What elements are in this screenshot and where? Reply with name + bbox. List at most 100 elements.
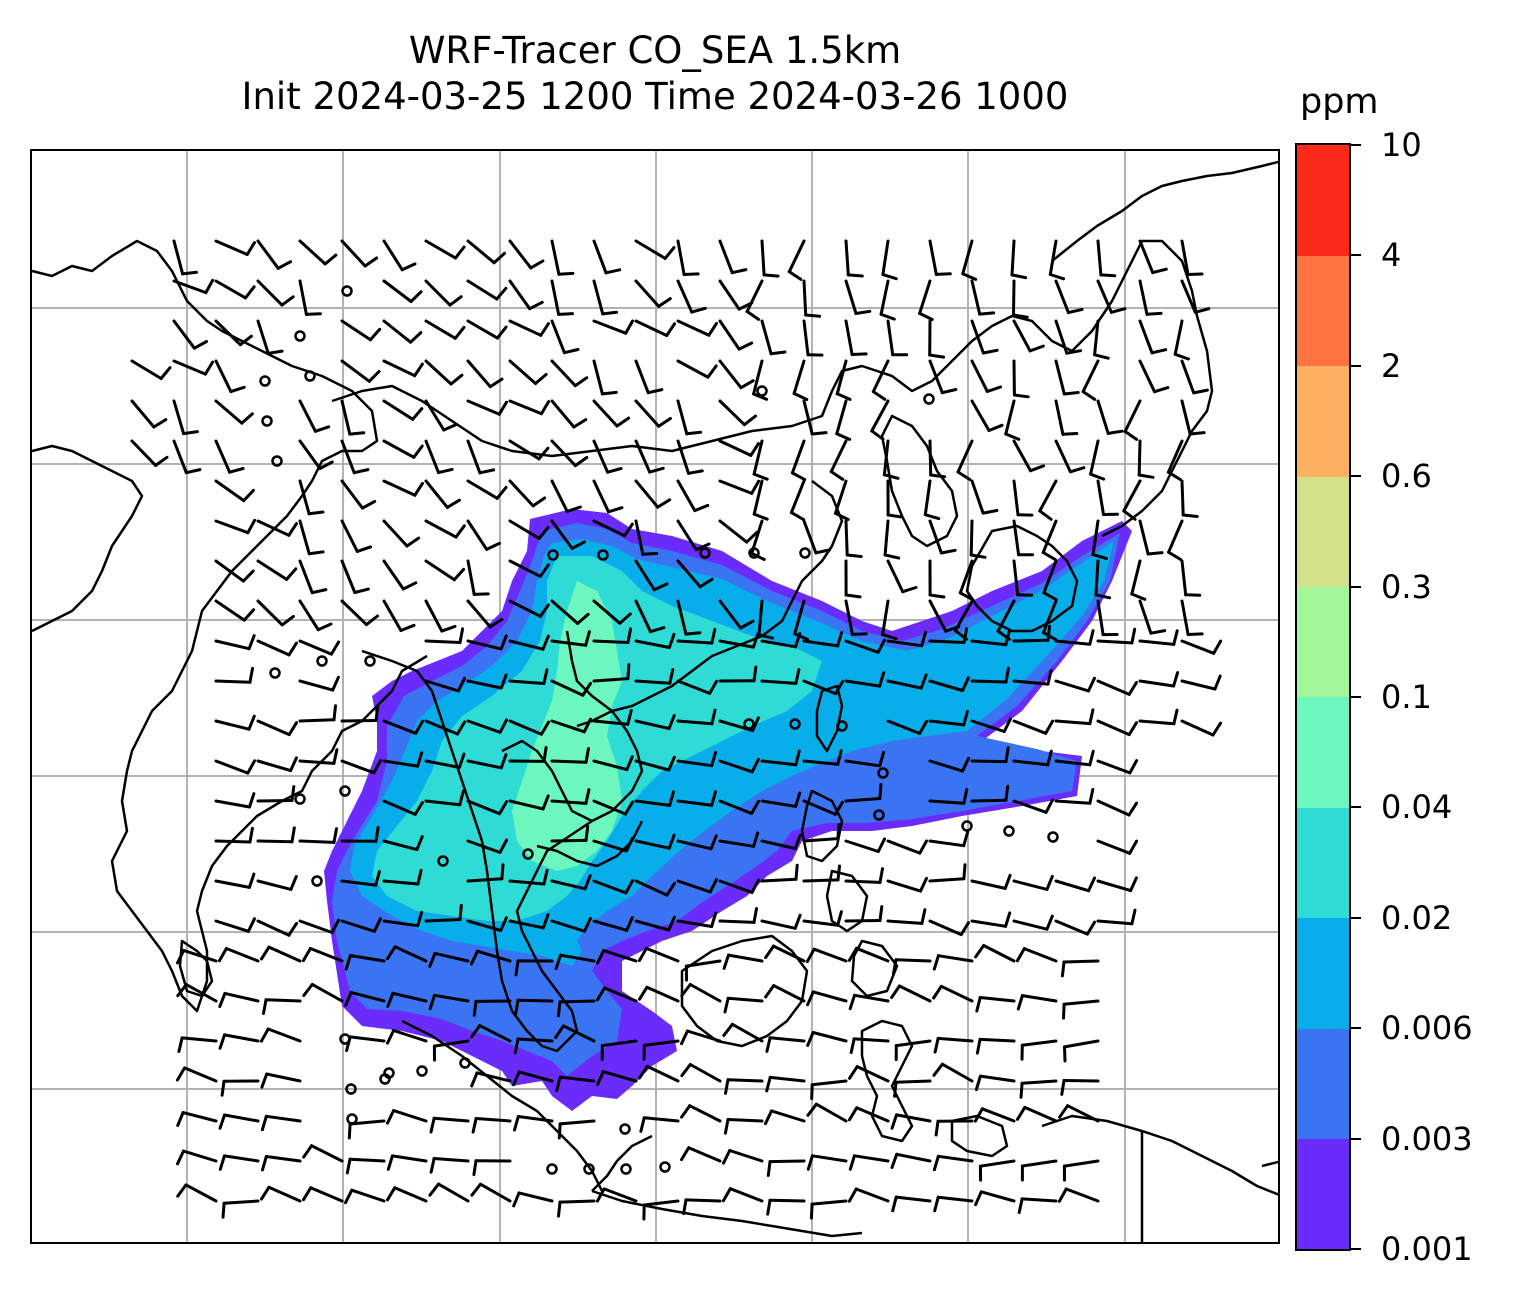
wind-barb-shaft [1167,519,1184,554]
wind-barb-shaft [772,984,806,1003]
wind-barb-shaft [550,439,577,468]
calm-wind-circle [339,1033,351,1045]
wind-barb-shaft [802,399,814,436]
wind-barb-shaft [886,919,924,925]
wind-barb-flag [752,831,760,848]
wind-barb-flag [374,825,380,843]
wind-barb-shaft [424,799,462,807]
wind-barb-flag [1099,273,1117,278]
calm-wind-circle [597,549,609,561]
wind-barb-flag [154,455,169,467]
wind-barb-flag [570,540,586,550]
wind-barb-shaft [642,1116,680,1123]
wind-barb-shaft [172,319,196,350]
wind-barb-flag [663,246,676,260]
wind-barb-shaft [350,1188,386,1203]
wind-barb-flag [667,714,676,731]
wind-barb-flag [871,390,887,401]
wind-barb-shaft [298,718,336,723]
wind-barb-flag [1062,391,1080,396]
wind-barb-flag [301,947,312,963]
wind-barb-shaft [550,319,566,355]
wind-barb-shaft [1022,947,1058,963]
wind-barb-flag [454,524,466,539]
wind-barb-flag [345,1157,352,1175]
wind-barb-shaft [835,399,848,436]
wind-barb-shaft [881,239,890,277]
wind-barb-flag [152,418,168,429]
wind-barb-shaft [1012,759,1050,767]
wind-barb-flag [399,623,416,632]
wind-barb-shaft [844,797,882,803]
wind-barb-shaft [558,1119,596,1126]
wind-barb-shaft [1138,639,1176,646]
wind-barb-shaft [634,919,671,932]
wind-barb-shaft [256,839,294,844]
wind-barb-shaft [970,679,1008,684]
wind-barb-shaft [979,1190,1016,1203]
wind-barb-flag [667,915,676,932]
wind-barb-flag [448,295,463,307]
wind-barb-shaft [1180,559,1188,597]
wind-barb-shaft [214,239,249,256]
wind-barb-flag [453,325,466,340]
colorbar-segment [1297,1028,1349,1140]
calm-wind-circle [316,655,328,667]
wind-barb-flag [809,1202,814,1220]
wind-barb-shaft [466,719,502,734]
wind-barb-shaft [382,799,417,816]
wind-barb-flag [737,341,754,351]
wind-barb-shaft [340,559,357,594]
wind-barb-flag [455,720,467,736]
wind-barb-flag [458,904,463,921]
wind-barb-shaft [634,239,667,260]
wind-barb-shaft [1130,559,1142,596]
wind-barb-flag [792,392,809,401]
wind-barb-flag [625,836,634,853]
wind-barb-shaft [550,359,577,388]
wind-barb-shaft [1020,1159,1058,1168]
wind-barb-flag [470,1182,482,1197]
wind-barb-shaft [982,944,1016,963]
wind-barb-shaft [730,1022,764,1043]
wind-barb-shaft [466,279,499,301]
wind-barb-shaft [676,279,694,314]
wind-barb-shaft [172,399,186,436]
wind-barb-shaft [642,1199,680,1207]
wind-barb-flag [794,791,802,808]
calm-wind-circle [546,1163,558,1175]
wind-barb-shaft [592,719,630,726]
wind-barb-flag [854,309,872,315]
wind-barb-flag [607,506,624,514]
wind-barb-shaft [811,1031,848,1043]
wind-barb-flag [458,627,465,644]
wind-barb-flag [1166,470,1182,481]
wind-barb-shaft [267,945,302,963]
wind-barb-shaft [853,993,890,1003]
wind-barb-shaft [928,839,966,848]
wind-barb-shaft [340,759,376,775]
wind-barb-shaft [802,799,837,816]
wind-barb-flag [978,311,996,316]
wind-barb-shaft [634,479,660,509]
wind-barb-shaft [1038,479,1058,513]
wind-barb-flag [246,759,257,775]
wind-barb-shaft [479,1182,512,1203]
wind-barb-flag [710,627,717,645]
calm-wind-circle [383,1067,395,1079]
wind-barb-shaft [928,679,965,692]
wind-barb-shaft [835,359,848,396]
wind-barb-flag [806,1102,818,1117]
wind-barb-shaft [886,879,922,893]
wind-barb-flag [764,1109,773,1126]
wind-barb-flag [723,1118,730,1135]
wind-barb-flag [790,471,807,482]
wind-barb-shaft [1064,1187,1100,1203]
wind-barb-flag [1058,1104,1070,1119]
wind-barb-shaft [392,1109,428,1123]
wind-barb-flag [745,530,759,544]
wind-barb-flag [680,983,692,998]
wind-barb-flag [1127,801,1138,817]
wind-barb-shaft [745,279,764,313]
wind-barb-shaft [516,998,554,1003]
